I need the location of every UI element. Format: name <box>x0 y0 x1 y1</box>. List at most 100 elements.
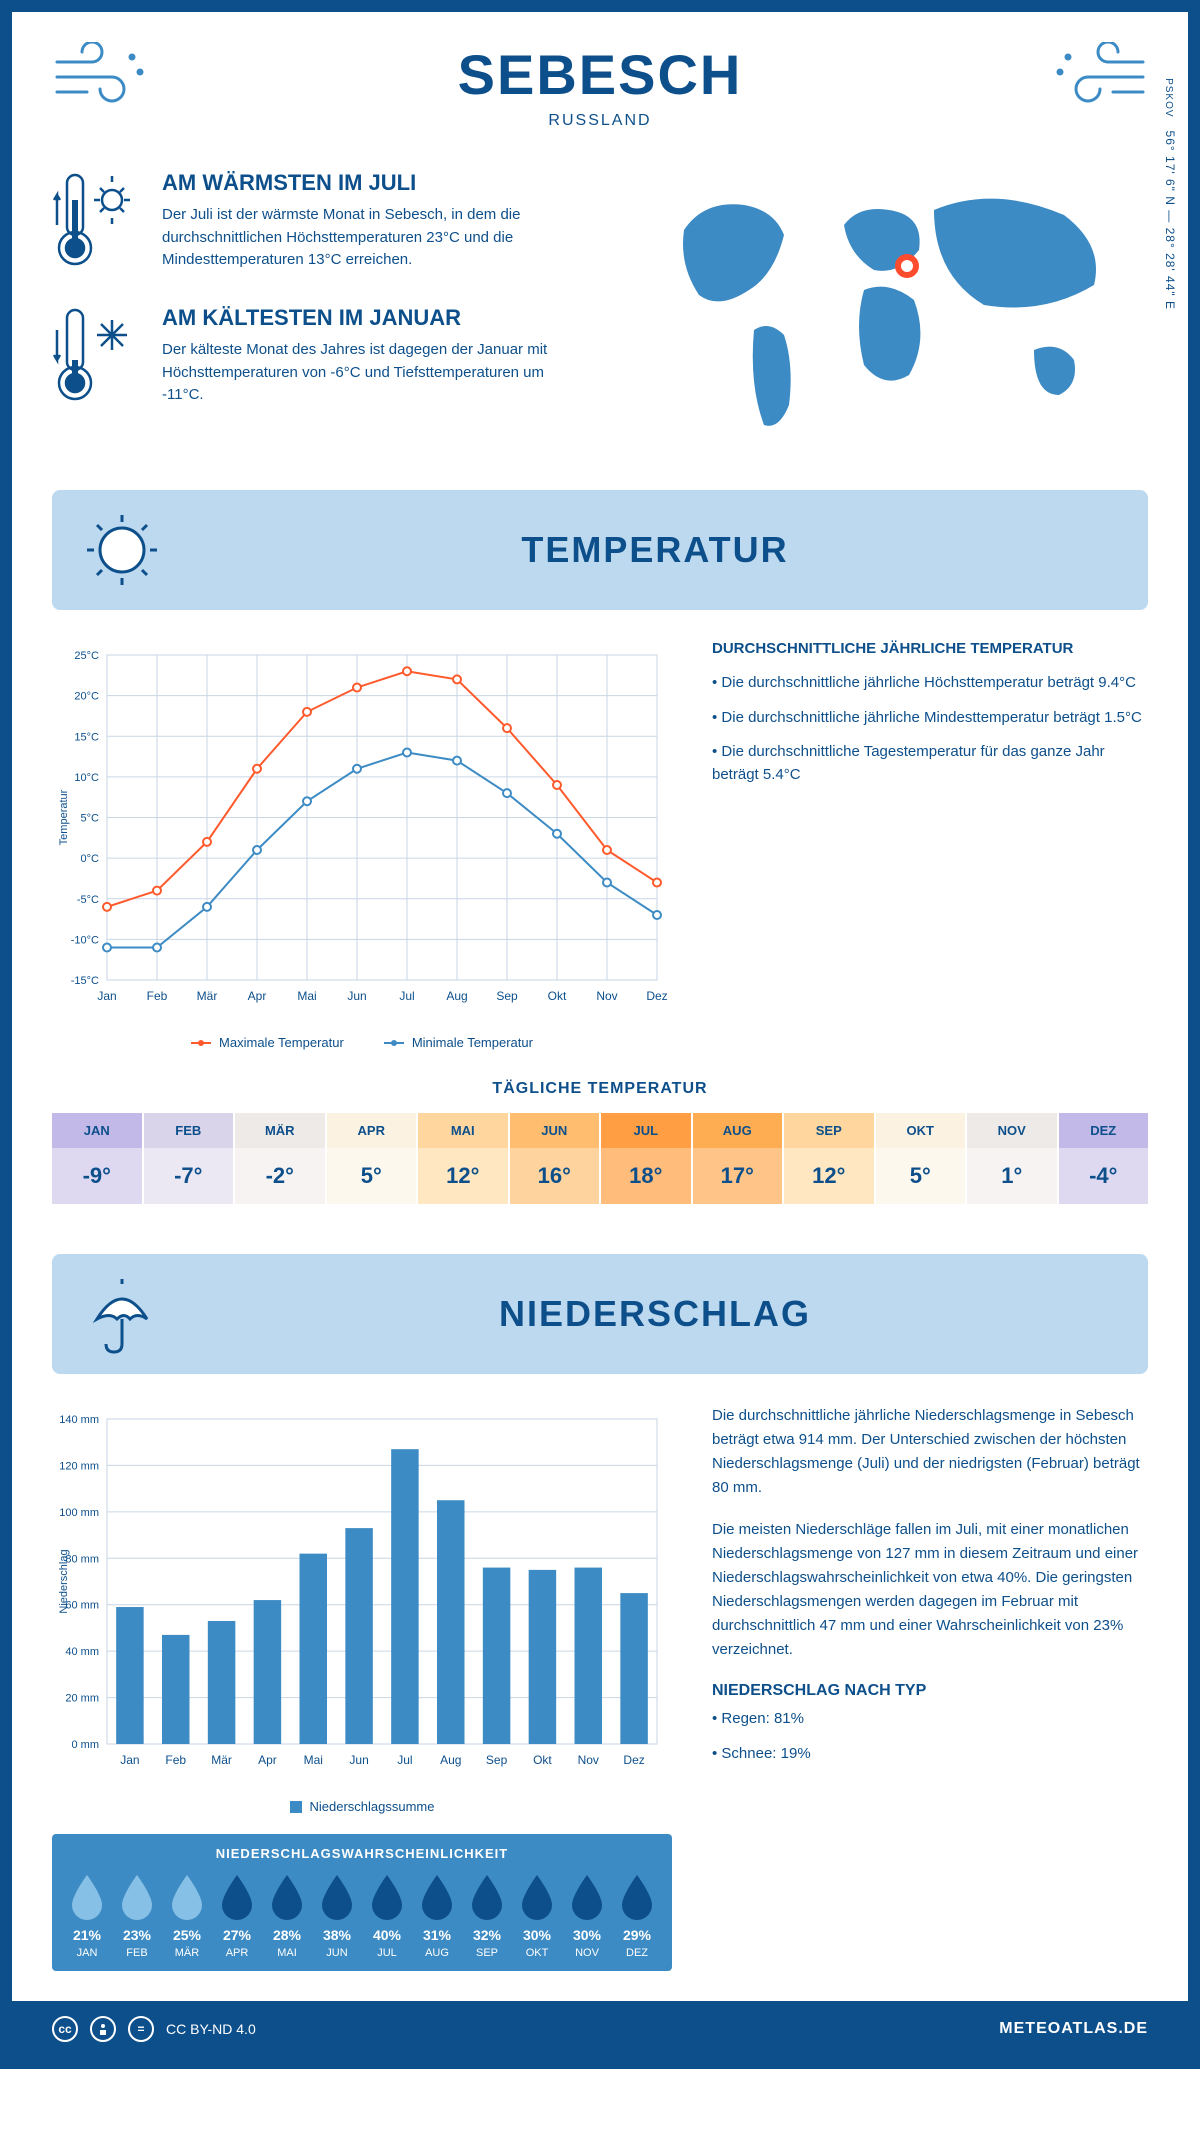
precip-type-2: • Schnee: 19% <box>712 1743 1148 1766</box>
svg-text:Jul: Jul <box>399 989 414 1003</box>
temp-info-3: • Die durchschnittliche Tagestemperatur … <box>712 741 1148 786</box>
world-map <box>620 170 1148 450</box>
svg-text:Mär: Mär <box>197 989 218 1003</box>
precip-prob-cell: 21%JAN <box>64 1873 110 1959</box>
header: SEBESCH RUSSLAND <box>52 42 1148 130</box>
coordinates: PSKOV 56° 17' 6" N — 28° 28' 44" E <box>1163 78 1177 310</box>
footer-license: cc = CC BY-ND 4.0 <box>52 2016 256 2042</box>
svg-text:Nov: Nov <box>578 1753 599 1767</box>
daily-temp-cell: SEP12° <box>784 1113 874 1204</box>
temp-info-1: • Die durchschnittliche jährliche Höchst… <box>712 672 1148 695</box>
daily-temp-cell: JUN16° <box>510 1113 600 1204</box>
daily-temp-cell: AUG17° <box>693 1113 783 1204</box>
footer: cc = CC BY-ND 4.0 METEOATLAS.DE <box>12 2001 1188 2057</box>
precip-type-title: NIEDERSCHLAG NACH TYP <box>712 1682 1148 1700</box>
svg-text:15°C: 15°C <box>74 731 99 743</box>
svg-text:25°C: 25°C <box>74 650 99 662</box>
temp-info-2: • Die durchschnittliche jährliche Mindes… <box>712 707 1148 730</box>
coldest-title: AM KÄLTESTEN IM JANUAR <box>162 305 580 331</box>
svg-text:Mai: Mai <box>297 989 316 1003</box>
precip-desc-1: Die durchschnittliche jährliche Niedersc… <box>712 1404 1148 1500</box>
svg-text:-10°C: -10°C <box>71 934 99 946</box>
svg-text:Jul: Jul <box>397 1753 412 1767</box>
precip-prob-cell: 23%FEB <box>114 1873 160 1959</box>
daily-temp-title: TÄGLICHE TEMPERATUR <box>52 1080 1148 1098</box>
svg-text:Jan: Jan <box>120 1753 139 1767</box>
svg-text:5°C: 5°C <box>81 813 100 825</box>
precip-prob-cell: 25%MÄR <box>164 1873 210 1959</box>
svg-text:Okt: Okt <box>548 989 567 1003</box>
precipitation-banner: NIEDERSCHLAG <box>52 1254 1148 1374</box>
daily-temp-cell: OKT5° <box>876 1113 966 1204</box>
temperature-banner: TEMPERATUR <box>52 490 1148 610</box>
svg-text:20 mm: 20 mm <box>65 1693 99 1705</box>
svg-text:80 mm: 80 mm <box>65 1553 99 1565</box>
coldest-block: AM KÄLTESTEN IM JANUAR Der kälteste Mona… <box>52 305 580 410</box>
svg-text:40 mm: 40 mm <box>65 1646 99 1658</box>
infographic-container: SEBESCH RUSSLAND AM WÄRMSTEN IM JULI Der… <box>0 0 1200 2069</box>
temperature-line-chart: -15°C-10°C-5°C0°C5°C10°C15°C20°C25°CJanF… <box>52 640 672 1020</box>
country-subtitle: RUSSLAND <box>52 112 1148 130</box>
svg-text:Dez: Dez <box>623 1753 644 1767</box>
umbrella-icon <box>82 1274 162 1354</box>
coldest-text: Der kälteste Monat des Jahres ist dagege… <box>162 339 580 407</box>
svg-text:Jun: Jun <box>349 1753 368 1767</box>
svg-text:140 mm: 140 mm <box>59 1414 99 1426</box>
svg-text:Niederschlag: Niederschlag <box>58 1549 70 1613</box>
svg-text:Temperatur: Temperatur <box>58 789 70 845</box>
city-title: SEBESCH <box>52 42 1148 107</box>
precip-prob-cell: 28%MAI <box>264 1873 310 1959</box>
daily-temp-cell: JAN-9° <box>52 1113 142 1204</box>
precip-prob-cell: 31%AUG <box>414 1873 460 1959</box>
daily-temp-cell: FEB-7° <box>144 1113 234 1204</box>
warmest-block: AM WÄRMSTEN IM JULI Der Juli ist der wär… <box>52 170 580 275</box>
temp-info-title: DURCHSCHNITTLICHE JÄHRLICHE TEMPERATUR <box>712 640 1148 657</box>
location-marker <box>895 254 919 278</box>
svg-text:Dez: Dez <box>646 989 667 1003</box>
svg-text:Sep: Sep <box>486 1753 508 1767</box>
temperature-banner-title: TEMPERATUR <box>192 529 1118 571</box>
thermometer-hot-icon <box>52 170 142 275</box>
daily-temp-cell: JUL18° <box>601 1113 691 1204</box>
precipitation-bar-chart: 0 mm20 mm40 mm60 mm80 mm100 mm120 mm140 … <box>52 1404 672 1784</box>
svg-text:10°C: 10°C <box>74 772 99 784</box>
svg-text:60 mm: 60 mm <box>65 1600 99 1612</box>
svg-text:-5°C: -5°C <box>77 894 99 906</box>
warmest-text: Der Juli ist der wärmste Monat in Sebesc… <box>162 204 580 272</box>
daily-temp-cell: DEZ-4° <box>1059 1113 1149 1204</box>
precip-prob-title: NIEDERSCHLAGSWAHRSCHEINLICHKEIT <box>64 1846 660 1861</box>
precip-desc-2: Die meisten Niederschläge fallen im Juli… <box>712 1518 1148 1662</box>
daily-temp-cell: MAI12° <box>418 1113 508 1204</box>
temperature-chart-row: -15°C-10°C-5°C0°C5°C10°C15°C20°C25°CJanF… <box>52 640 1148 1050</box>
by-icon <box>90 2016 116 2042</box>
svg-text:Aug: Aug <box>446 989 467 1003</box>
precip-prob-cell: 27%APR <box>214 1873 260 1959</box>
sun-icon <box>82 510 162 590</box>
daily-temp-cell: MÄR-2° <box>235 1113 325 1204</box>
wind-icon <box>52 42 152 117</box>
precip-prob-cell: 40%JUL <box>364 1873 410 1959</box>
precip-prob-cell: 38%JUN <box>314 1873 360 1959</box>
svg-text:Jan: Jan <box>97 989 116 1003</box>
precip-prob-cell: 32%SEP <box>464 1873 510 1959</box>
svg-text:20°C: 20°C <box>74 691 99 703</box>
precip-prob-cell: 29%DEZ <box>614 1873 660 1959</box>
daily-temp-table: JAN-9°FEB-7°MÄR-2°APR5°MAI12°JUN16°JUL18… <box>52 1113 1148 1204</box>
daily-temp-cell: APR5° <box>327 1113 417 1204</box>
svg-text:Jun: Jun <box>347 989 366 1003</box>
svg-text:Mär: Mär <box>211 1753 232 1767</box>
precip-prob-cell: 30%NOV <box>564 1873 610 1959</box>
svg-text:-15°C: -15°C <box>71 975 99 987</box>
warmest-title: AM WÄRMSTEN IM JULI <box>162 170 580 196</box>
svg-text:Apr: Apr <box>248 989 267 1003</box>
svg-text:Okt: Okt <box>533 1753 552 1767</box>
footer-site: METEOATLAS.DE <box>999 2020 1148 2038</box>
svg-text:Sep: Sep <box>496 989 518 1003</box>
precipitation-chart-row: 0 mm20 mm40 mm60 mm80 mm100 mm120 mm140 … <box>52 1404 1148 1971</box>
svg-text:Mai: Mai <box>304 1753 323 1767</box>
overview-section: AM WÄRMSTEN IM JULI Der Juli ist der wär… <box>52 170 1148 450</box>
precip-type-1: • Regen: 81% <box>712 1708 1148 1731</box>
daily-temp-cell: NOV1° <box>967 1113 1057 1204</box>
svg-text:0°C: 0°C <box>81 853 100 865</box>
precipitation-probability-panel: NIEDERSCHLAGSWAHRSCHEINLICHKEIT 21%JAN23… <box>52 1834 672 1971</box>
